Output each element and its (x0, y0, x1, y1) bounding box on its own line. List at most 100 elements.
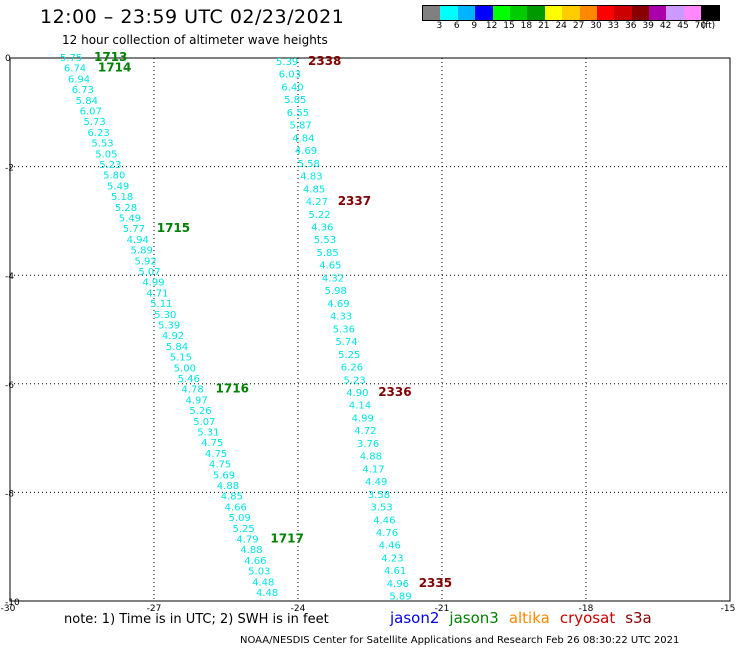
y-tick-label: -6 (5, 381, 14, 391)
time-label: 1714 (98, 61, 131, 75)
wave-height-label: 5.69 (213, 470, 235, 481)
legend-swatch (544, 6, 563, 20)
legend-label: 27 (572, 21, 585, 31)
wave-height-label: 5.85 (317, 248, 339, 259)
wave-height-label: 5.28 (115, 203, 137, 214)
time-label: 2335 (419, 576, 452, 590)
wave-height-label: 4.33 (330, 312, 352, 323)
wave-height-label: 4.83 (300, 172, 322, 183)
wave-height-label: 5.22 (308, 210, 330, 221)
wave-height-label: 6.73 (72, 85, 94, 96)
wave-height-label: 4.32 (322, 273, 344, 284)
x-tick-label: -15 (721, 604, 736, 614)
wave-height-label: 4.94 (127, 235, 149, 246)
wave-height-label: 5.85 (284, 95, 306, 106)
wave-height-label: 5.89 (131, 246, 153, 257)
wave-height-label: 4.85 (221, 492, 243, 503)
wave-height-label: 5.03 (248, 567, 270, 578)
wave-height-label: 5.07 (193, 417, 215, 428)
x-tick-label: -18 (579, 604, 594, 614)
satellite-name: jason3 (449, 609, 499, 627)
legend-swatch (440, 6, 458, 20)
wave-height-label: 4.66 (244, 556, 266, 567)
legend-label: 39 (642, 21, 654, 31)
wave-height-label: 4.96 (387, 579, 409, 590)
wave-height-label: 5.73 (84, 117, 106, 128)
time-label: 2337 (338, 194, 371, 208)
wave-height-label: 5.00 (174, 363, 196, 374)
wave-height-label: 4.88 (217, 481, 239, 492)
satellite-name: altika (508, 609, 550, 627)
credit-line: NOAA/NESDIS Center for Satellite Applica… (240, 635, 680, 646)
wave-height-label: 4.48 (252, 577, 274, 588)
wave-height-label: 5.84 (76, 96, 98, 107)
y-tick-label: -4 (5, 272, 14, 282)
wave-height-label: 6.23 (87, 128, 109, 139)
y-tick-label: -2 (5, 164, 14, 174)
legend-swatch (527, 6, 545, 20)
wave-height-label: 4.69 (295, 146, 317, 157)
wave-height-label: 4.84 (292, 133, 314, 144)
legend-label: 30 (590, 21, 602, 31)
legend-swatch (596, 6, 615, 20)
wave-height-label: 5.25 (232, 524, 254, 535)
legend-swatch (457, 6, 476, 20)
legend-swatch (579, 6, 597, 20)
legend-swatch (562, 6, 580, 20)
wave-height-label: 4.17 (362, 464, 384, 475)
longitude-axis: -30 -27 -24 -21 -18 -15 (1, 604, 736, 614)
x-tick-label: -24 (291, 604, 306, 614)
wave-height-label: 5.26 (189, 406, 211, 417)
wave-height-label: 5.23 (344, 375, 366, 386)
y-tick-label: -8 (5, 489, 14, 499)
wave-height-label: 5.84 (166, 342, 188, 353)
legend-swatch (683, 6, 702, 20)
satellite-name: cryosat (559, 609, 616, 627)
wave-height-label: 5.07 (138, 267, 160, 278)
map-gridlines (10, 58, 730, 601)
wave-height-label: 4.66 (225, 502, 247, 513)
latitude-axis: 0 -2 -4 -6 -8 -10 (5, 54, 20, 608)
legend-label: 9 (471, 21, 478, 31)
wave-height-label: 4.78 (182, 385, 204, 396)
wave-height-label: 4.79 (236, 535, 258, 546)
wave-height-label: 6.74 (64, 64, 86, 75)
wave-height-label: 4.88 (240, 545, 262, 556)
legend-label: 3 (436, 21, 443, 31)
wave-height-label: 5.23 (99, 160, 121, 171)
wave-height-label: 4.75 (201, 438, 223, 449)
legend-label: 6 (453, 21, 460, 31)
wave-height-label: 5.58 (298, 159, 320, 170)
legend-label: 33 (607, 21, 620, 31)
wave-height-label: 4.48 (256, 588, 278, 599)
wave-height-label: 5.80 (103, 171, 125, 182)
units-note: note: 1) Time is in UTC; 2) SWH is in fe… (64, 612, 329, 627)
wave-height-label: 6.07 (80, 107, 102, 118)
wave-height-label: 5.09 (229, 513, 251, 524)
wave-height-label: 5.53 (91, 139, 113, 150)
wave-height-label: 5.74 (335, 337, 357, 348)
wave-height-label: 4.69 (327, 299, 349, 310)
time-label: 1716 (216, 382, 249, 396)
wave-height-label: 5.30 (154, 310, 176, 321)
wave-height-label: 4.46 (379, 541, 401, 552)
wave-height-label: 5.31 (197, 428, 219, 439)
wave-height-label: 5.15 (170, 353, 192, 364)
wave-height-label: 3.76 (357, 439, 379, 450)
color-scale-legend (422, 5, 720, 21)
legend-label: 12 (485, 21, 498, 31)
wave-height-label: 6.55 (287, 108, 309, 119)
wave-height-label: 6.40 (281, 82, 303, 93)
x-tick-label: -27 (147, 604, 162, 614)
y-tick-label: 0 (5, 54, 11, 64)
wave-height-label: 4.49 (365, 477, 387, 488)
wave-height-label: 5.46 (178, 374, 200, 385)
legend-swatch (509, 6, 528, 20)
x-tick-label: -21 (435, 604, 450, 614)
legend-label: 45 (677, 21, 689, 31)
legend-label: 36 (625, 21, 637, 31)
wave-height-label: 4.36 (311, 222, 333, 233)
wave-height-label: 5.18 (111, 192, 133, 203)
legend-swatch (701, 6, 719, 20)
